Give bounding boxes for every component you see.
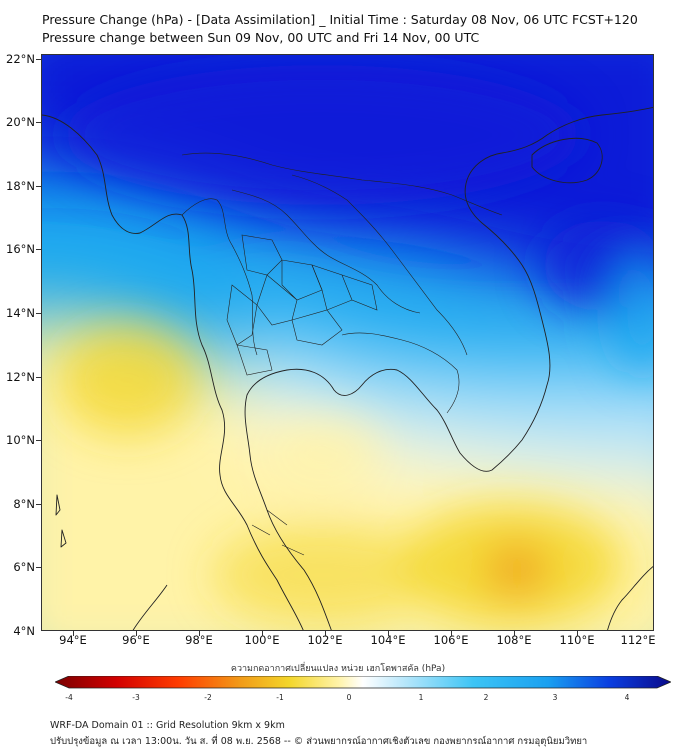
malay-borders <box>251 509 305 556</box>
lon-tick <box>388 631 389 636</box>
coast-borneo <box>607 566 653 630</box>
rise-gulf <box>262 420 382 490</box>
lat-tick <box>36 59 41 60</box>
lon-label: 100°E <box>244 633 280 647</box>
colorbar-tick: -1 <box>276 693 284 702</box>
lon-label: 110°E <box>559 633 595 647</box>
fall-east-edge <box>612 255 653 375</box>
colorbar-tick: 4 <box>624 693 630 702</box>
coast-east <box>464 106 653 266</box>
lon-label: 106°E <box>433 633 469 647</box>
lon-label: 112°E <box>620 633 656 647</box>
lat-label: 20°N <box>6 115 35 129</box>
rise-core-west <box>57 325 197 435</box>
lon-tick <box>199 631 200 636</box>
footer-credit: ปรับปรุงข้อมูล ณ เวลา 13:00น. วัน ส. ที่… <box>50 736 588 747</box>
lat-label: 4°N <box>13 624 35 638</box>
colorbar-tick: 2 <box>483 693 489 702</box>
lat-tick <box>36 377 41 378</box>
colorbar-tick: -2 <box>204 693 212 702</box>
field-details <box>57 65 653 625</box>
coastlines <box>42 106 653 630</box>
hainan-island <box>531 137 603 184</box>
lon-label: 98°E <box>185 633 213 647</box>
field-neutral-band <box>252 375 653 492</box>
chart-title: Pressure Change (hPa) - [Data Assimilati… <box>42 12 638 27</box>
map-svg <box>42 55 653 630</box>
lat-label: 6°N <box>13 560 35 574</box>
lat-label: 14°N <box>6 306 35 320</box>
colorbar-tick: -3 <box>132 693 140 702</box>
lon-label: 104°E <box>370 633 406 647</box>
border-laos-vietnam <box>291 174 468 356</box>
admin-borders <box>181 152 503 556</box>
field-light-fall <box>242 315 653 432</box>
lon-tick <box>136 631 137 636</box>
lat-label: 10°N <box>6 433 35 447</box>
lon-tick <box>325 631 326 636</box>
rise-core-south <box>212 525 432 625</box>
pressure-change-map <box>41 54 654 631</box>
chart-subtitle: Pressure change between Sun 09 Nov, 00 U… <box>42 30 480 45</box>
colorbar-tick: 0 <box>346 693 352 702</box>
colorbar-title: ความกดอากาศเปลี่ยนแปลง หน่วย เฮกโตพาสคัล… <box>230 664 446 674</box>
lat-tick <box>36 504 41 505</box>
lat-label: 8°N <box>13 497 35 511</box>
lat-tick <box>36 440 41 441</box>
footer-model-info: WRF-DA Domain 01 :: Grid Resolution 9km … <box>50 720 285 731</box>
lon-label: 102°E <box>307 633 343 647</box>
border-china <box>181 152 503 216</box>
lat-tick <box>36 313 41 314</box>
coast-sumatra <box>132 584 168 630</box>
border-thailand-laos <box>231 189 421 314</box>
lat-tick <box>36 122 41 123</box>
provinces-b <box>291 264 378 346</box>
lon-tick <box>577 631 578 636</box>
colorbar-tick: 1 <box>418 693 424 702</box>
colorbar <box>55 676 671 689</box>
lat-tick <box>36 186 41 187</box>
lat-tick <box>36 567 41 568</box>
lat-label: 18°N <box>6 179 35 193</box>
rise-peak <box>487 545 547 595</box>
lon-tick <box>451 631 452 636</box>
colorbar-body <box>55 676 671 689</box>
colorbar-tick: 3 <box>552 693 558 702</box>
coast-west <box>42 114 304 630</box>
lon-label: 96°E <box>122 633 150 647</box>
lat-tick <box>36 249 41 250</box>
coast-gulf <box>244 264 551 630</box>
lon-label: 108°E <box>496 633 532 647</box>
lon-tick <box>262 631 263 636</box>
lat-label: 12°N <box>6 370 35 384</box>
border-cambodia <box>341 332 460 414</box>
lon-tick <box>514 631 515 636</box>
colorbar-tick: -4 <box>65 693 73 702</box>
provinces-a <box>241 234 323 326</box>
lon-tick <box>73 631 74 636</box>
fall-core-north <box>62 65 582 205</box>
lat-label: 16°N <box>6 242 35 256</box>
lat-label: 22°N <box>6 52 35 66</box>
provinces-c <box>226 284 273 376</box>
andaman-islands <box>55 494 67 548</box>
lon-label: 94°E <box>59 633 87 647</box>
border-myanmar-thailand <box>181 198 258 356</box>
